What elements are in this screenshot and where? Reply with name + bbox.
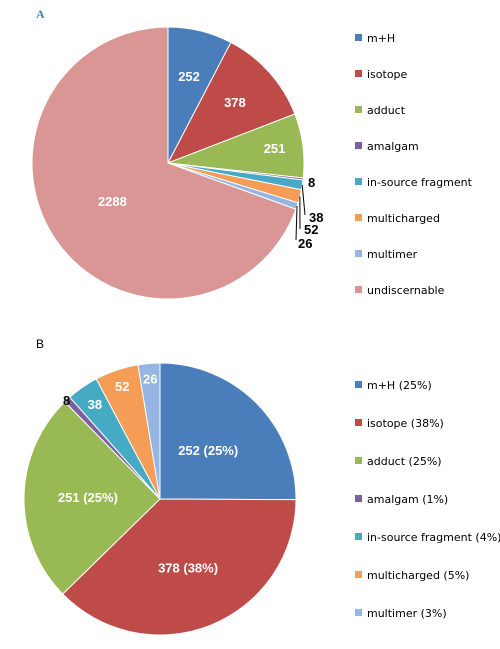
legend-swatch — [355, 609, 362, 616]
legend-swatch — [355, 495, 362, 502]
legend-b: m+H (25%) isotope (38%) adduct (25%) amalga… — [355, 379, 500, 620]
legend-label: isotope (38%) — [367, 417, 444, 430]
slice-label-multimer: 26 — [298, 236, 312, 251]
legend-item-isotope: isotope (38%) — [355, 417, 444, 430]
slice-label-isotope: 378 (38%) — [158, 560, 218, 575]
slice-label-adduct: 251 (25%) — [58, 490, 118, 505]
legend-swatch — [355, 571, 362, 578]
legend-a: m+H isotope adduct amalgam in-source fragmen… — [355, 32, 473, 297]
slice-undiscernable — [31, 26, 297, 300]
legend-swatch — [355, 106, 362, 113]
slice-isotope — [62, 498, 297, 636]
legend-item-amalgam: amalgam (1%) — [355, 493, 448, 506]
slice-label-multimer: 26 — [143, 372, 157, 387]
slice-label-amalgam: 8 — [308, 175, 315, 190]
legend-item-multicharged: multicharged (5%) — [355, 569, 469, 582]
slice-label-multicharged: 52 — [115, 379, 129, 394]
slice-label-undiscernable: 2288 — [98, 194, 127, 209]
legend-label: undiscernable — [367, 284, 445, 297]
legend-swatch — [355, 142, 362, 149]
legend-label: multimer (3%) — [367, 607, 447, 620]
legend-swatch — [355, 178, 362, 185]
slice-label-m-h: 252 (25%) — [178, 443, 238, 458]
legend-label: multimer — [367, 248, 418, 261]
legend-label: adduct — [367, 104, 406, 117]
legend-label: multicharged — [367, 212, 440, 225]
legend-label: amalgam (1%) — [367, 493, 448, 506]
slice-adduct — [23, 401, 161, 595]
legend-item-multimer: multimer (3%) — [355, 607, 447, 620]
slice-isotope — [166, 41, 296, 164]
legend-item-adduct: adduct — [355, 104, 406, 117]
slice-multimer — [137, 362, 161, 500]
legend-label: adduct (25%) — [367, 455, 442, 468]
legend-swatch — [355, 214, 362, 221]
panel-a-label: A — [36, 7, 45, 21]
legend-label: isotope — [367, 68, 408, 81]
slice-label-in-source-fragment: 38 — [88, 397, 102, 412]
legend-swatch — [355, 533, 362, 540]
legend-item-amalgam: amalgam — [355, 140, 419, 153]
legend-item-isotope: isotope — [355, 68, 408, 81]
legend-swatch — [355, 381, 362, 388]
legend-label: in-source fragment — [367, 176, 473, 189]
legend-swatch — [355, 250, 362, 257]
slice-label-m-h: 252 — [178, 69, 200, 84]
legend-item-adduct: adduct (25%) — [355, 455, 442, 468]
legend-label: amalgam — [367, 140, 419, 153]
leader-line-in-source-fragment — [301, 184, 306, 216]
slice-label-amalgam: 8 — [63, 393, 70, 408]
slice-label-multicharged: 52 — [304, 222, 318, 237]
legend-label: in-source fragment (4%) — [367, 531, 500, 544]
legend-swatch — [355, 70, 362, 77]
slice-label-in-source-fragment: 38 — [309, 210, 323, 225]
legend-item-in-source-fragment: in-source fragment — [355, 176, 473, 189]
panel-b-label: B — [36, 337, 44, 351]
legend-label: m+H — [367, 32, 395, 45]
legend-swatch — [355, 34, 362, 41]
legend-item-in-source-fragment: in-source fragment (4%) — [355, 531, 500, 544]
slice-m-h — [159, 362, 297, 501]
legend-item-multicharged: multicharged — [355, 212, 440, 225]
slice-label-adduct: 251 — [264, 141, 286, 156]
legend-label: m+H (25%) — [367, 379, 432, 392]
slice-label-isotope: 378 — [224, 95, 246, 110]
pie-chart-b: 252 (25%) 378 (38%) 251 (25%) 8 38 52 26 — [23, 362, 297, 636]
legend-item-undiscernable: undiscernable — [355, 284, 445, 297]
legend-swatch — [355, 457, 362, 464]
legend-item-m-h: m+H (25%) — [355, 379, 432, 392]
legend-item-multimer: multimer — [355, 248, 418, 261]
legend-swatch — [355, 419, 362, 426]
legend-swatch — [355, 286, 362, 293]
legend-label: multicharged (5%) — [367, 569, 469, 582]
legend-item-m-h: m+H — [355, 32, 395, 45]
leader-line-multimer — [295, 206, 298, 241]
